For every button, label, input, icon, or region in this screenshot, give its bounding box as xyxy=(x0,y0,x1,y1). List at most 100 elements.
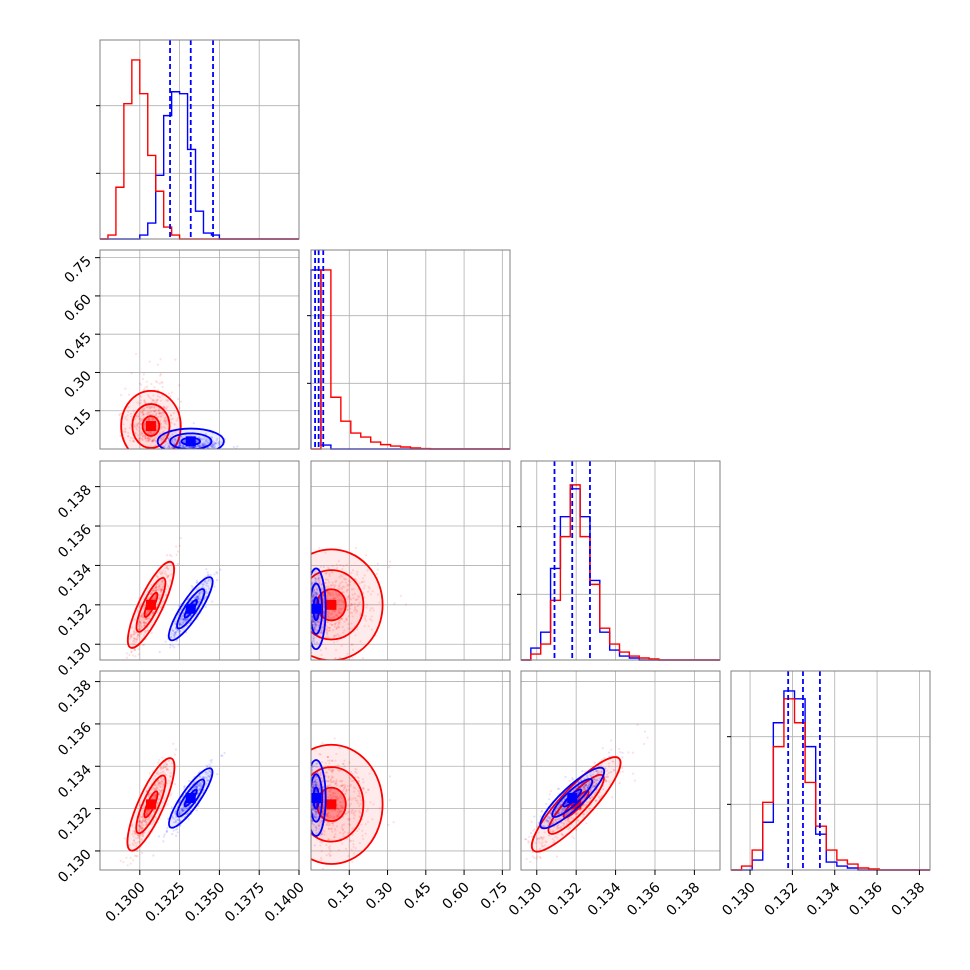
scatter-point-red xyxy=(146,811,149,814)
scatter-point-red xyxy=(336,626,339,629)
scatter-point-blue xyxy=(320,630,324,633)
scatter-point-blue xyxy=(314,623,317,626)
scatter-point-red xyxy=(165,554,169,557)
scatter-point-blue xyxy=(196,595,199,599)
scatter-point-red xyxy=(159,582,162,586)
panel-background xyxy=(100,250,299,449)
scatter-point-red xyxy=(159,411,162,414)
scatter-point-red xyxy=(151,822,154,826)
scatter-point-red xyxy=(356,604,359,608)
scatter-point-red xyxy=(146,439,149,443)
scatter-point-blue xyxy=(179,623,182,626)
scatter-point-red xyxy=(170,418,173,421)
scatter-point-blue xyxy=(198,445,201,448)
scatter-point-red xyxy=(136,834,140,837)
scatter-point-blue xyxy=(198,787,201,790)
scatter-point-red xyxy=(138,820,141,823)
scatter-point-blue xyxy=(196,445,199,448)
scatter-point-blue xyxy=(198,784,201,788)
scatter-point-red xyxy=(140,626,143,629)
scatter-point-blue xyxy=(201,443,204,446)
density-peak-blue xyxy=(185,793,196,804)
scatter-point-blue xyxy=(178,623,181,627)
scatter-point-red xyxy=(335,593,338,596)
scatter-point-blue xyxy=(314,577,317,580)
scatter-point-red xyxy=(146,437,149,440)
scatter-point-red xyxy=(152,777,155,781)
scatter-point-red xyxy=(137,415,140,418)
scatter-point-red xyxy=(345,578,348,581)
scatter-point-blue xyxy=(216,773,219,776)
scatter-point-red xyxy=(158,571,161,574)
scatter-point-red xyxy=(149,410,152,413)
scatter-point-blue xyxy=(318,662,320,664)
scatter-point-blue xyxy=(209,759,212,762)
scatter-point-red xyxy=(145,810,149,814)
scatter-point-blue xyxy=(198,436,201,439)
scatter-point-red xyxy=(129,856,132,859)
scatter-point-blue xyxy=(198,600,201,603)
scatter-point-red xyxy=(363,584,366,587)
scatter-point-red xyxy=(351,643,354,646)
scatter-point-blue xyxy=(211,445,214,448)
scatter-point-blue xyxy=(314,626,317,630)
scatter-point-red xyxy=(140,838,143,841)
scatter-point-blue xyxy=(178,444,181,447)
scatter-point-red xyxy=(136,401,139,404)
scatter-point-red xyxy=(150,410,153,413)
scatter-point-red xyxy=(341,580,344,584)
density-peak-blue xyxy=(185,436,196,447)
scatter-point-red xyxy=(159,794,162,797)
panel-1-1 xyxy=(311,250,510,449)
scatter-point-red xyxy=(351,656,354,659)
scatter-point-blue xyxy=(190,783,193,786)
scatter-point-blue xyxy=(330,570,333,573)
scatter-point-red xyxy=(146,629,149,632)
scatter-point-blue xyxy=(178,442,182,445)
scatter-point-red xyxy=(148,772,151,775)
panel-1-0 xyxy=(100,250,299,449)
scatter-point-red xyxy=(338,620,341,624)
scatter-point-red xyxy=(339,587,342,590)
scatter-point-blue xyxy=(182,444,185,447)
scatter-point-blue xyxy=(320,631,323,634)
scatter-point-red xyxy=(179,400,182,403)
scatter-point-red xyxy=(154,787,157,790)
scatter-point-red xyxy=(149,592,152,596)
scatter-point-red xyxy=(333,609,337,612)
scatter-point-blue xyxy=(316,620,319,623)
scatter-point-red xyxy=(366,569,369,572)
scatter-point-blue xyxy=(201,582,204,586)
scatter-point-red xyxy=(332,598,336,601)
panel-3-2 xyxy=(521,671,720,870)
scatter-point-blue xyxy=(198,783,201,786)
scatter-point-blue xyxy=(200,782,203,785)
scatter-point-red xyxy=(178,384,181,387)
scatter-point-blue xyxy=(166,817,170,820)
scatter-point-red xyxy=(153,410,156,413)
scatter-point-blue xyxy=(312,588,316,591)
scatter-point-red xyxy=(330,584,333,587)
scatter-point-blue xyxy=(210,579,213,582)
scatter-point-red xyxy=(160,589,163,592)
scatter-point-blue xyxy=(208,577,211,581)
scatter-point-blue xyxy=(312,638,315,641)
scatter-point-red xyxy=(124,387,127,390)
scatter-point-red xyxy=(161,572,164,575)
scatter-point-red xyxy=(143,621,146,624)
scatter-point-red xyxy=(156,770,160,773)
scatter-point-red xyxy=(350,643,353,646)
scatter-point-blue xyxy=(201,444,204,447)
scatter-point-blue xyxy=(177,444,181,448)
scatter-point-red xyxy=(348,583,351,586)
scatter-point-blue xyxy=(212,443,215,446)
scatter-point-red xyxy=(320,653,323,657)
scatter-point-red xyxy=(137,628,140,631)
scatter-point-red xyxy=(146,618,149,621)
scatter-point-blue xyxy=(162,445,165,448)
scatter-point-red xyxy=(354,605,357,609)
scatter-point-blue xyxy=(211,600,214,603)
scatter-point-red xyxy=(162,406,165,409)
scatter-point-red xyxy=(152,439,155,442)
scatter-point-red xyxy=(138,415,141,418)
